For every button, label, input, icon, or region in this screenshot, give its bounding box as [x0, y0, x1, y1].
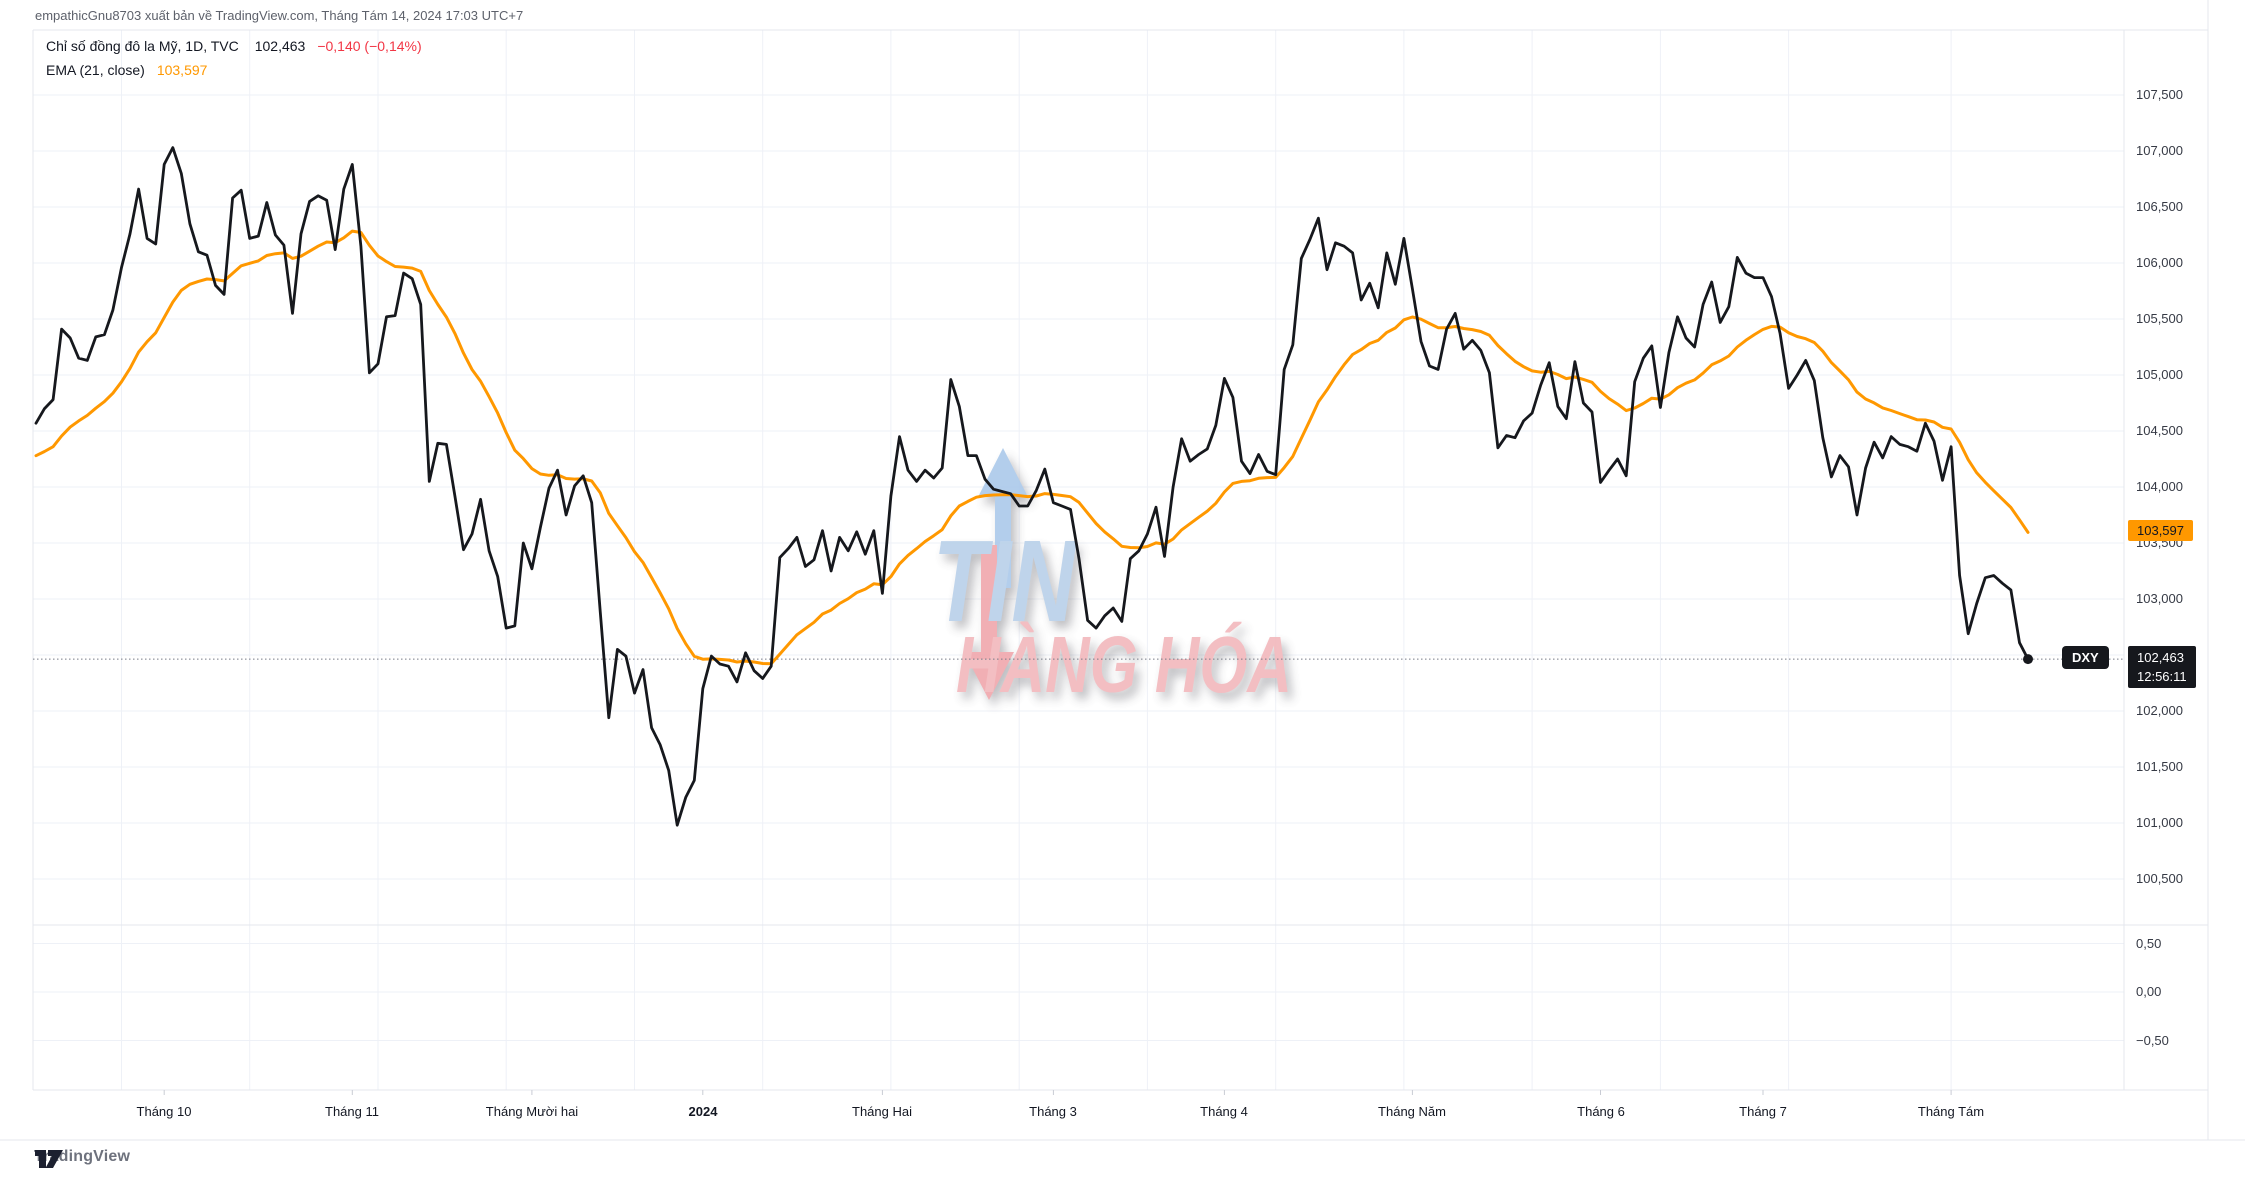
- price-axis-label[interactable]: 101,000: [2136, 815, 2183, 830]
- time-axis-label[interactable]: Tháng Mười hai: [485, 1104, 579, 1119]
- time-axis-label[interactable]: Tháng Năm: [1378, 1104, 1446, 1119]
- indicator-axis-label[interactable]: −0,50: [2136, 1032, 2169, 1048]
- price-axis-label[interactable]: 101,500: [2136, 759, 2183, 774]
- ema-axis-badge: 103,597: [2128, 520, 2193, 542]
- symbol-title: Chỉ số đồng đô la Mỹ, 1D, TVC: [46, 38, 239, 54]
- tradingview-logo-icon: [35, 1150, 63, 1168]
- price-axis-label[interactable]: 107,000: [2136, 143, 2183, 158]
- watermark: TIN HÀNG HÓA: [933, 448, 1292, 709]
- time-axis-label[interactable]: Tháng 6: [1577, 1104, 1625, 1119]
- chart-legend: Chỉ số đồng đô la Mỹ, 1D, TVC 102,463 −0…: [46, 34, 422, 82]
- price-axis-label[interactable]: 105,000: [2136, 367, 2183, 382]
- price-axis-label[interactable]: 104,500: [2136, 423, 2183, 438]
- time-axis-label[interactable]: Tháng 3: [1029, 1104, 1077, 1119]
- last-price-value: 102,463: [2137, 650, 2184, 666]
- watermark-line2: HÀNG HÓA: [956, 620, 1292, 709]
- price-axis-label[interactable]: 100,500: [2136, 871, 2183, 886]
- indicator-axis-label[interactable]: 0,00: [2136, 984, 2162, 999]
- indicator-axis-label[interactable]: 0,50: [2136, 935, 2162, 951]
- price-axis-label[interactable]: 102,000: [2136, 703, 2183, 718]
- time-axis-label[interactable]: Tháng 10: [136, 1104, 192, 1119]
- chart-gridlines: [0, 0, 2245, 1141]
- time-axis-label[interactable]: Tháng 11: [325, 1104, 379, 1119]
- watermark-up-arrow-icon: [978, 448, 1028, 588]
- tradingview-attribution[interactable]: TradingView: [34, 1148, 130, 1168]
- price-axis-label[interactable]: 107,500: [2136, 87, 2183, 102]
- time-axis-label[interactable]: Tháng Hai: [852, 1104, 912, 1119]
- price-axis-label[interactable]: 106,500: [2136, 199, 2183, 214]
- symbol-label-badge: DXY: [2062, 646, 2109, 670]
- ema-indicator-value: 103,597: [156, 62, 208, 78]
- legend-ema-row[interactable]: EMA (21, close) 103,597: [46, 58, 422, 82]
- watermark-down-arrow-icon: [964, 545, 1014, 700]
- bar-countdown: 12:56:11: [2137, 669, 2187, 685]
- legend-symbol-row[interactable]: Chỉ số đồng đô la Mỹ, 1D, TVC 102,463 −0…: [46, 34, 422, 58]
- publish-attribution: empathicGnu8703 xuất bản về TradingView.…: [35, 8, 524, 23]
- last-price-badge: 102,463 12:56:11: [2128, 646, 2196, 689]
- time-axis-label-year[interactable]: 2024: [688, 1104, 718, 1119]
- price-axis-label[interactable]: 106,000: [2136, 255, 2183, 270]
- price-axis-label[interactable]: 105,500: [2136, 311, 2183, 326]
- price-axis-label[interactable]: 103,000: [2136, 591, 2183, 606]
- time-axis-label[interactable]: Tháng 7: [1739, 1104, 1787, 1119]
- time-axis-label[interactable]: Tháng 4: [1200, 1104, 1248, 1119]
- chart-series: [33, 146, 2124, 827]
- symbol-last-price: 102,463: [254, 38, 306, 54]
- price-axis-label[interactable]: 104,000: [2136, 479, 2183, 494]
- time-axis-label[interactable]: Tháng Tám: [1917, 1104, 1985, 1119]
- ema-indicator-label: EMA (21, close): [46, 62, 145, 78]
- symbol-change: −0,140 (−0,14%): [317, 38, 422, 54]
- watermark-line1: TIN: [933, 516, 1077, 646]
